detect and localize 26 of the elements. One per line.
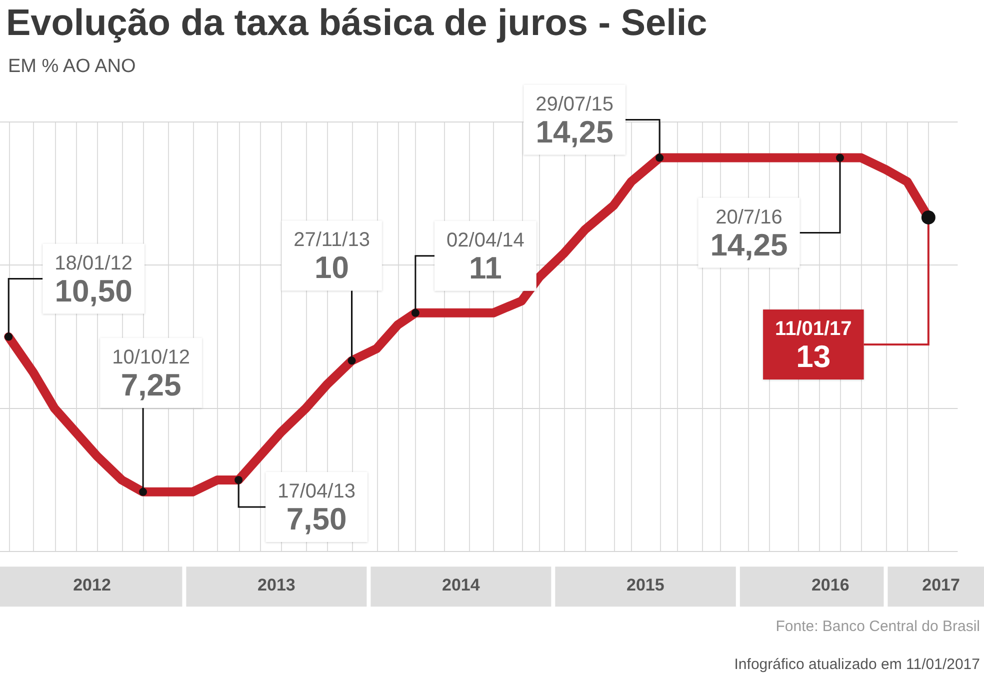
annotation: 17/04/13 [278, 480, 356, 503]
annotation: 27/11/13 [294, 229, 370, 252]
x-tick-label: 2017 [922, 575, 960, 594]
annotation: 10/10/12 [112, 346, 190, 368]
text: Infográfico atualizado em 11/01/2017 [734, 656, 980, 673]
x-tick-label: 2012 [73, 575, 111, 594]
data-label: 7,50 [286, 502, 347, 537]
data-label: 10 [314, 250, 349, 286]
annotation: 02/04/14 [446, 229, 524, 252]
annotation: 11/01/17 [775, 318, 852, 340]
chart-title: Evolução da taxa básica de juros - Selic [6, 2, 708, 44]
source-note: Fonte: Banco Central do Brasil [776, 618, 980, 635]
x-tick-label: 2015 [626, 575, 664, 594]
text: 29/07/15 [536, 93, 614, 116]
data-label: 11 [469, 250, 502, 286]
chart-subtitle: EM % AO ANO [8, 56, 136, 78]
data-label: 7,25 [120, 367, 182, 402]
x-tick-label: 2013 [258, 575, 296, 594]
data-label: 14,25 [710, 227, 788, 262]
x-tick-label: 2014 [442, 575, 480, 594]
x-tick-label: 2016 [811, 575, 850, 594]
data-label: 14,25 [536, 114, 614, 150]
annotation: 20/7/16 [716, 206, 782, 228]
annotation: 18/01/12 [54, 252, 133, 274]
data-label: 13 [796, 339, 831, 374]
data-label: 10,50 [54, 273, 132, 308]
